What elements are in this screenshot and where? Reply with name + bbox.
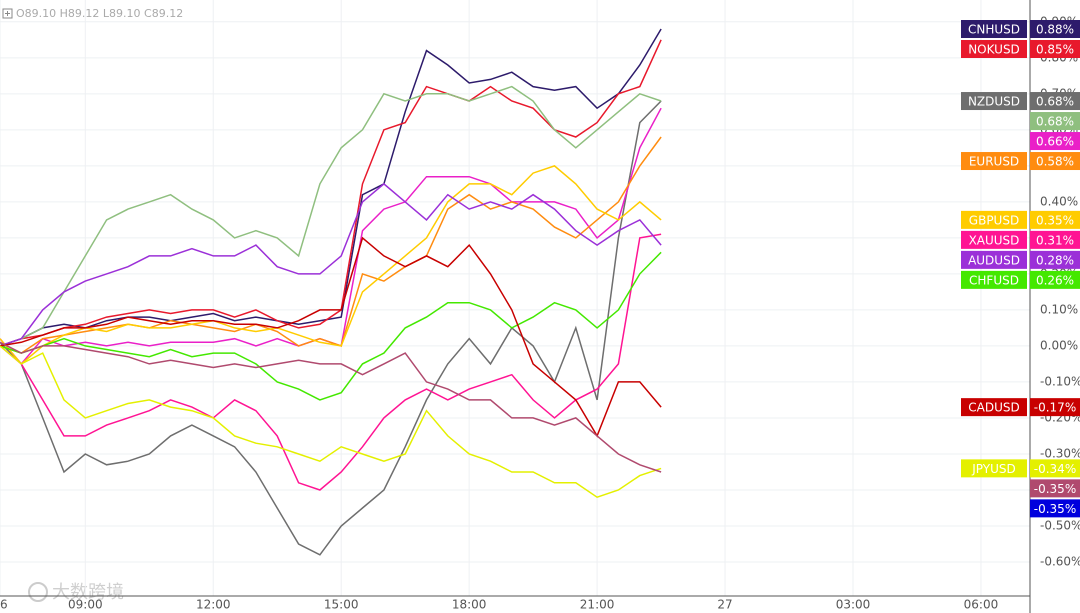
name-tag-label: JPYUSD: [971, 462, 1015, 476]
series-line: [0, 136, 662, 354]
price-tag-label: 0.85%: [1036, 43, 1074, 57]
y-tick-label: 0.10%: [1040, 302, 1078, 316]
x-tick-label: 18:00: [452, 598, 487, 612]
price-tag: [1030, 479, 1080, 498]
price-tag: [1030, 250, 1080, 269]
series-line: [0, 39, 662, 347]
x-tick-label: 15:00: [324, 598, 359, 612]
y-tick-label: -0.60%: [1040, 554, 1080, 568]
price-tag-label: 0.26%: [1036, 273, 1074, 287]
price-tag: [1030, 210, 1080, 229]
name-tag: [961, 398, 1027, 417]
x-tick-label: 6: [0, 598, 8, 612]
price-tag-label: -0.17%: [1034, 401, 1076, 415]
price-tag: [1030, 459, 1080, 478]
series-line: [0, 251, 662, 401]
price-tag: [1030, 152, 1080, 171]
series-line: [0, 182, 662, 347]
x-tick-label: 21:00: [580, 598, 615, 612]
x-tick-label: 09:00: [68, 598, 103, 612]
name-tag: [961, 210, 1027, 229]
name-tag-label: CADUSD: [968, 401, 1019, 415]
name-tag: [961, 230, 1027, 249]
series-line: [0, 345, 662, 499]
price-tag: [1030, 40, 1080, 59]
watermark: 大数跨境: [52, 582, 124, 603]
name-tag: [961, 92, 1027, 111]
series-line: [0, 236, 662, 438]
price-tag: [1030, 270, 1080, 289]
name-tag: [961, 40, 1027, 59]
series-line: [0, 233, 662, 491]
name-tag-label: XAUUSD: [969, 233, 1020, 247]
y-tick-label: -0.50%: [1040, 518, 1080, 532]
price-tag: [1030, 230, 1080, 249]
series-line: [0, 165, 662, 365]
price-tag-label: 0.28%: [1036, 253, 1074, 267]
price-tag-label: 0.35%: [1036, 213, 1074, 227]
ohlc-text: O89.10 H89.12 L89.10 C89.12: [16, 7, 183, 20]
series-line: [0, 341, 662, 473]
name-tag: [961, 250, 1027, 269]
name-tag-label: NZDUSD: [968, 95, 1020, 109]
price-tag-label: 0.58%: [1036, 155, 1074, 169]
name-tag-label: CHFUSD: [969, 273, 1019, 287]
name-tag-label: EURUSD: [969, 155, 1019, 169]
name-tag-label: CNHUSD: [968, 23, 1020, 37]
x-tick-label: 27: [717, 598, 732, 612]
name-tag-label: NOKUSD: [968, 43, 1020, 57]
y-tick-label: -0.10%: [1040, 374, 1080, 388]
price-tag-label: 0.68%: [1036, 115, 1074, 129]
series-line: [0, 85, 662, 347]
y-tick-label: -0.30%: [1040, 446, 1080, 460]
series-line: [0, 28, 662, 347]
name-tag-label: GBPUSD: [969, 213, 1019, 227]
name-tag: [961, 20, 1027, 39]
price-tag-label: -0.35%: [1034, 482, 1076, 496]
price-tag: [1030, 499, 1080, 518]
x-tick-label: 03:00: [836, 598, 871, 612]
x-tick-label: 12:00: [196, 598, 231, 612]
price-tag: [1030, 112, 1080, 131]
name-tag-label: AUDUSD: [968, 253, 1020, 267]
price-tag-label: 0.66%: [1036, 135, 1074, 149]
price-tag: [1030, 92, 1080, 111]
y-tick-label: 0.00%: [1040, 338, 1078, 352]
ohlc-icon-plus: [5, 11, 10, 16]
price-tag-label: 0.31%: [1036, 233, 1074, 247]
ohlc-icon[interactable]: [2, 8, 13, 19]
price-tag-label: 0.88%: [1036, 23, 1074, 37]
name-tag: [961, 459, 1027, 478]
price-tag: [1030, 398, 1080, 417]
y-tick-label: 0.40%: [1040, 194, 1078, 208]
price-tag-label: -0.35%: [1034, 502, 1076, 516]
price-tag-label: 0.68%: [1036, 95, 1074, 109]
watermark-icon: [28, 582, 48, 602]
price-tag-label: -0.34%: [1034, 462, 1076, 476]
price-tag: [1030, 20, 1080, 39]
name-tag: [961, 152, 1027, 171]
series-line: [0, 100, 662, 556]
price-tag: [1030, 132, 1080, 151]
x-tick-label: 06:00: [964, 598, 999, 612]
name-tag: [961, 270, 1027, 289]
